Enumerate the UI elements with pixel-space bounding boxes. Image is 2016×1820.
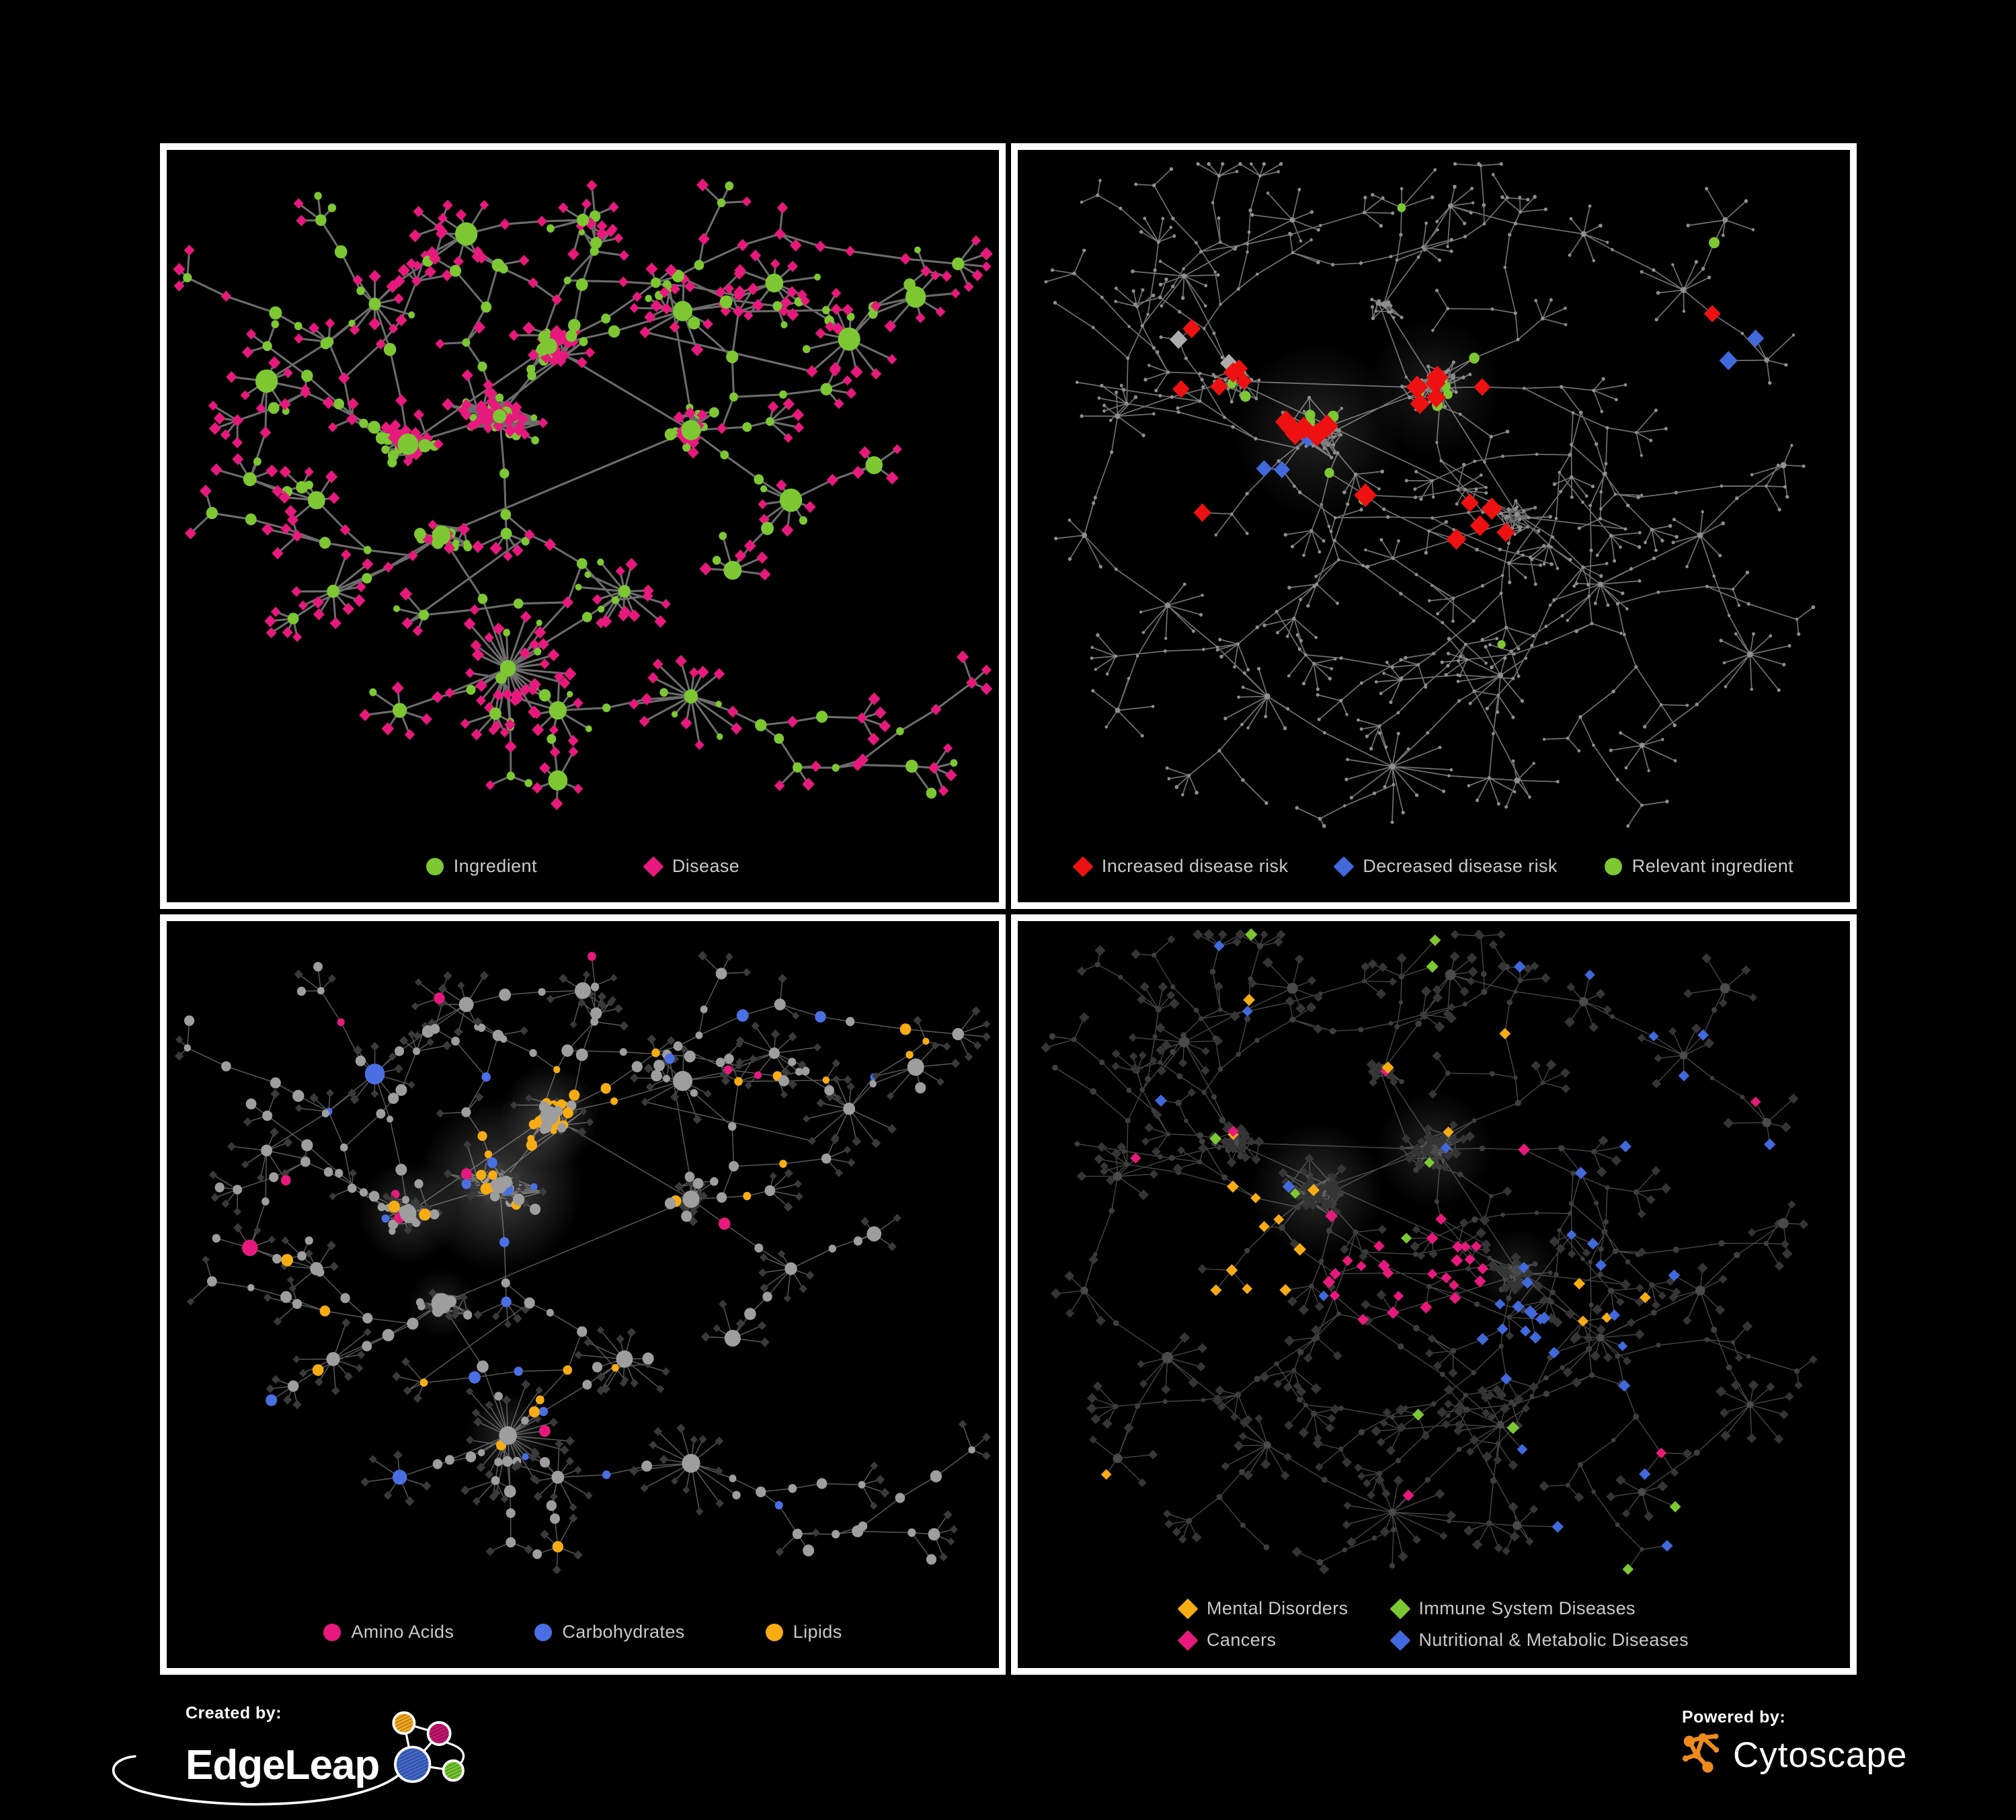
edgeleap-logo: EdgeLeap [112,1711,485,1806]
legend-item-increased-risk: Increased disease risk [1072,856,1289,877]
increased-risk-diamond-icon [1072,856,1094,877]
disease-diamond-icon [643,856,664,877]
powered-by-block: Powered by: [1682,1708,1907,1780]
mental-disorders-diamond-icon [1177,1598,1199,1619]
legend-label-mental-disorders: Mental Disorders [1207,1598,1348,1618]
legend-label-cancers: Cancers [1207,1630,1277,1650]
legend-label-relevant-ingredient: Relevant ingredient [1631,856,1794,876]
immune-diseases-diamond-icon [1389,1598,1410,1619]
relevant-ingredient-circle-icon [1604,857,1622,875]
cytoscape-network-icon [1682,1733,1720,1773]
panel-grid: Ingredient Disease Increased disease ris… [160,143,1857,1675]
panel-disease-risk: Increased disease risk Decreased disease… [1011,143,1857,909]
edgeleap-wordmark: EdgeLeap [186,1741,380,1788]
carbohydrates-circle-icon [534,1623,553,1641]
disease-classes-network-graph [1041,928,1818,1575]
ingredient-circle-icon [426,857,444,875]
created-by-block: Created by: EdgeLeap [112,1704,485,1806]
legend-item-nutritional-metabolic: Nutritional & Metabolic Diseases [1389,1630,1689,1651]
panel-ingredient-disease: Ingredient Disease [160,143,1006,909]
created-by-label: Created by: [186,1704,282,1723]
legend-item-ingredient: Ingredient [426,856,537,877]
cytoscape-logo: Cytoscape [1682,1730,1907,1780]
legend-item-relevant-ingredient: Relevant ingredient [1604,856,1794,877]
amino-acids-circle-icon [323,1623,341,1641]
legend-label-ingredient: Ingredient [453,856,537,876]
cancers-diamond-icon [1177,1630,1199,1651]
lipids-circle-icon [765,1623,783,1641]
legend-label-amino-acids: Amino Acids [351,1622,454,1642]
legend-item-decreased-risk: Decreased disease risk [1333,856,1558,877]
legend-item-immune-diseases: Immune System Diseases [1389,1598,1636,1619]
legend-item-amino-acids: Amino Acids [323,1622,454,1643]
legend-ingredient-disease: Ingredient Disease [167,850,999,902]
legend-item-disease: Disease [643,856,740,877]
legend-label-nutritional-metabolic: Nutritional & Metabolic Diseases [1418,1630,1689,1650]
legend-item-cancers: Cancers [1177,1630,1277,1651]
legend-item-carbohydrates: Carbohydrates [534,1622,684,1643]
legend-label-increased-risk: Increased disease risk [1101,856,1289,876]
ingredient-disease-network-graph [173,178,993,810]
disease-risk-network-graph [1044,162,1816,828]
edgeleap-swoosh [112,1755,401,1806]
edgeleap-network-icon [112,1711,465,1806]
cytoscape-wordmark: Cytoscape [1733,1735,1908,1775]
decreased-risk-diamond-icon [1333,856,1355,877]
legend-disease-classes: Mental Disorders Immune System Diseases … [1018,1593,1850,1668]
legend-label-lipids: Lipids [793,1622,842,1642]
legend-label-decreased-risk: Decreased disease risk [1363,856,1558,876]
legend-ingredient-classes: Amino Acids Carbohydrates Lipids [167,1616,999,1668]
legend-item-mental-disorders: Mental Disorders [1177,1598,1348,1619]
panel-disease-classes: Mental Disorders Immune System Diseases … [1011,914,1857,1675]
legend-disease-risk: Increased disease risk Decreased disease… [1018,850,1850,902]
nutritional-metabolic-diamond-icon [1389,1630,1410,1651]
legend-label-carbohydrates: Carbohydrates [562,1622,685,1642]
powered-by-label: Powered by: [1682,1708,1786,1727]
ingredient-classes-network-graph [174,951,991,1575]
legend-item-lipids: Lipids [765,1622,842,1643]
panel-ingredient-classes: Amino Acids Carbohydrates Lipids [160,914,1006,1675]
legend-label-disease: Disease [672,856,740,876]
legend-label-immune-diseases: Immune System Diseases [1418,1598,1636,1618]
